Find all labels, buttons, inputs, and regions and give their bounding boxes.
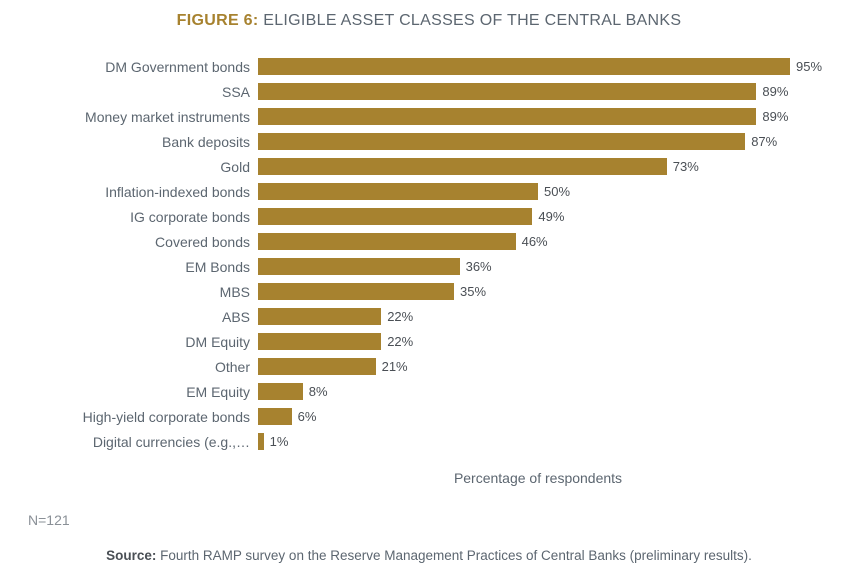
- bar-row: Digital currencies (e.g.,… 1%: [0, 429, 858, 454]
- bar-cell: 22%: [258, 308, 818, 325]
- category-label: EM Equity: [0, 384, 258, 400]
- bar-cell: 87%: [258, 133, 818, 150]
- value-label: 22%: [381, 334, 413, 349]
- category-label: IG corporate bonds: [0, 209, 258, 225]
- bar-cell: 50%: [258, 183, 818, 200]
- category-label: Covered bonds: [0, 234, 258, 250]
- bar-row: Gold 73%: [0, 154, 858, 179]
- bar: [258, 408, 292, 425]
- value-label: 21%: [376, 359, 408, 374]
- figure-title: FIGURE 6: ELIGIBLE ASSET CLASSES OF THE …: [0, 0, 858, 30]
- bar-row: ABS 22%: [0, 304, 858, 329]
- bar-cell: 49%: [258, 208, 818, 225]
- sample-size-note: N=121: [28, 512, 70, 528]
- value-label: 73%: [667, 159, 699, 174]
- bar-row: High-yield corporate bonds 6%: [0, 404, 858, 429]
- category-label: SSA: [0, 84, 258, 100]
- category-label: DM Government bonds: [0, 59, 258, 75]
- value-label: 35%: [454, 284, 486, 299]
- category-label: Other: [0, 359, 258, 375]
- bar-row: Money market instruments 89%: [0, 104, 858, 129]
- figure-title-text: ELIGIBLE ASSET CLASSES OF THE CENTRAL BA…: [259, 12, 682, 29]
- category-label: EM Bonds: [0, 259, 258, 275]
- bar: [258, 258, 460, 275]
- bar-cell: 22%: [258, 333, 818, 350]
- bar: [258, 308, 381, 325]
- figure-number: FIGURE 6:: [177, 12, 259, 29]
- bar-cell: 95%: [258, 58, 822, 75]
- category-label: Gold: [0, 159, 258, 175]
- value-label: 36%: [460, 259, 492, 274]
- bar-chart: DM Government bonds95%SSA89%Money market…: [0, 54, 858, 454]
- x-axis-label: Percentage of respondents: [258, 470, 818, 486]
- value-label: 49%: [532, 209, 564, 224]
- value-label: 8%: [303, 384, 328, 399]
- bar: [258, 358, 376, 375]
- bar: [258, 83, 756, 100]
- bar-cell: 89%: [258, 83, 818, 100]
- category-label: MBS: [0, 284, 258, 300]
- value-label: 6%: [292, 409, 317, 424]
- bar-row: DM Government bonds 95%: [0, 54, 858, 79]
- category-label: High-yield corporate bonds: [0, 409, 258, 425]
- value-label: 89%: [756, 84, 788, 99]
- source-label: Source:: [106, 548, 156, 563]
- bar: [258, 58, 790, 75]
- bar-cell: 73%: [258, 158, 818, 175]
- source-line: Source: Fourth RAMP survey on the Reserv…: [0, 548, 858, 563]
- bar: [258, 158, 667, 175]
- figure-container: FIGURE 6: ELIGIBLE ASSET CLASSES OF THE …: [0, 0, 858, 579]
- bar: [258, 208, 532, 225]
- category-label: Money market instruments: [0, 109, 258, 125]
- bar-row: DM Equity 22%: [0, 329, 858, 354]
- bar-cell: 46%: [258, 233, 818, 250]
- bar: [258, 283, 454, 300]
- bar-row: Covered bonds 46%: [0, 229, 858, 254]
- category-label: Inflation-indexed bonds: [0, 184, 258, 200]
- bar-row: EM Bonds 36%: [0, 254, 858, 279]
- bar-row: SSA 89%: [0, 79, 858, 104]
- value-label: 89%: [756, 109, 788, 124]
- value-label: 95%: [790, 59, 822, 74]
- value-label: 1%: [264, 434, 289, 449]
- value-label: 22%: [381, 309, 413, 324]
- category-label: DM Equity: [0, 334, 258, 350]
- bar-cell: 21%: [258, 358, 818, 375]
- category-label: ABS: [0, 309, 258, 325]
- bar-cell: 36%: [258, 258, 818, 275]
- bar-row: Other 21%: [0, 354, 858, 379]
- bar-cell: 35%: [258, 283, 818, 300]
- bar: [258, 233, 516, 250]
- bar-cell: 89%: [258, 108, 818, 125]
- bar: [258, 108, 756, 125]
- source-text: Fourth RAMP survey on the Reserve Manage…: [156, 548, 751, 563]
- category-label: Digital currencies (e.g.,…: [0, 434, 258, 450]
- bar-cell: 6%: [258, 408, 818, 425]
- bar-row: Inflation-indexed bonds 50%: [0, 179, 858, 204]
- category-label: Bank deposits: [0, 134, 258, 150]
- bar-row: EM Equity 8%: [0, 379, 858, 404]
- bar: [258, 183, 538, 200]
- value-label: 50%: [538, 184, 570, 199]
- bar-row: IG corporate bonds 49%: [0, 204, 858, 229]
- bar-cell: 8%: [258, 383, 818, 400]
- bar: [258, 383, 303, 400]
- value-label: 87%: [745, 134, 777, 149]
- bar: [258, 133, 745, 150]
- bar: [258, 333, 381, 350]
- bar-row: MBS 35%: [0, 279, 858, 304]
- bar-row: Bank deposits 87%: [0, 129, 858, 154]
- value-label: 46%: [516, 234, 548, 249]
- bar-cell: 1%: [258, 433, 818, 450]
